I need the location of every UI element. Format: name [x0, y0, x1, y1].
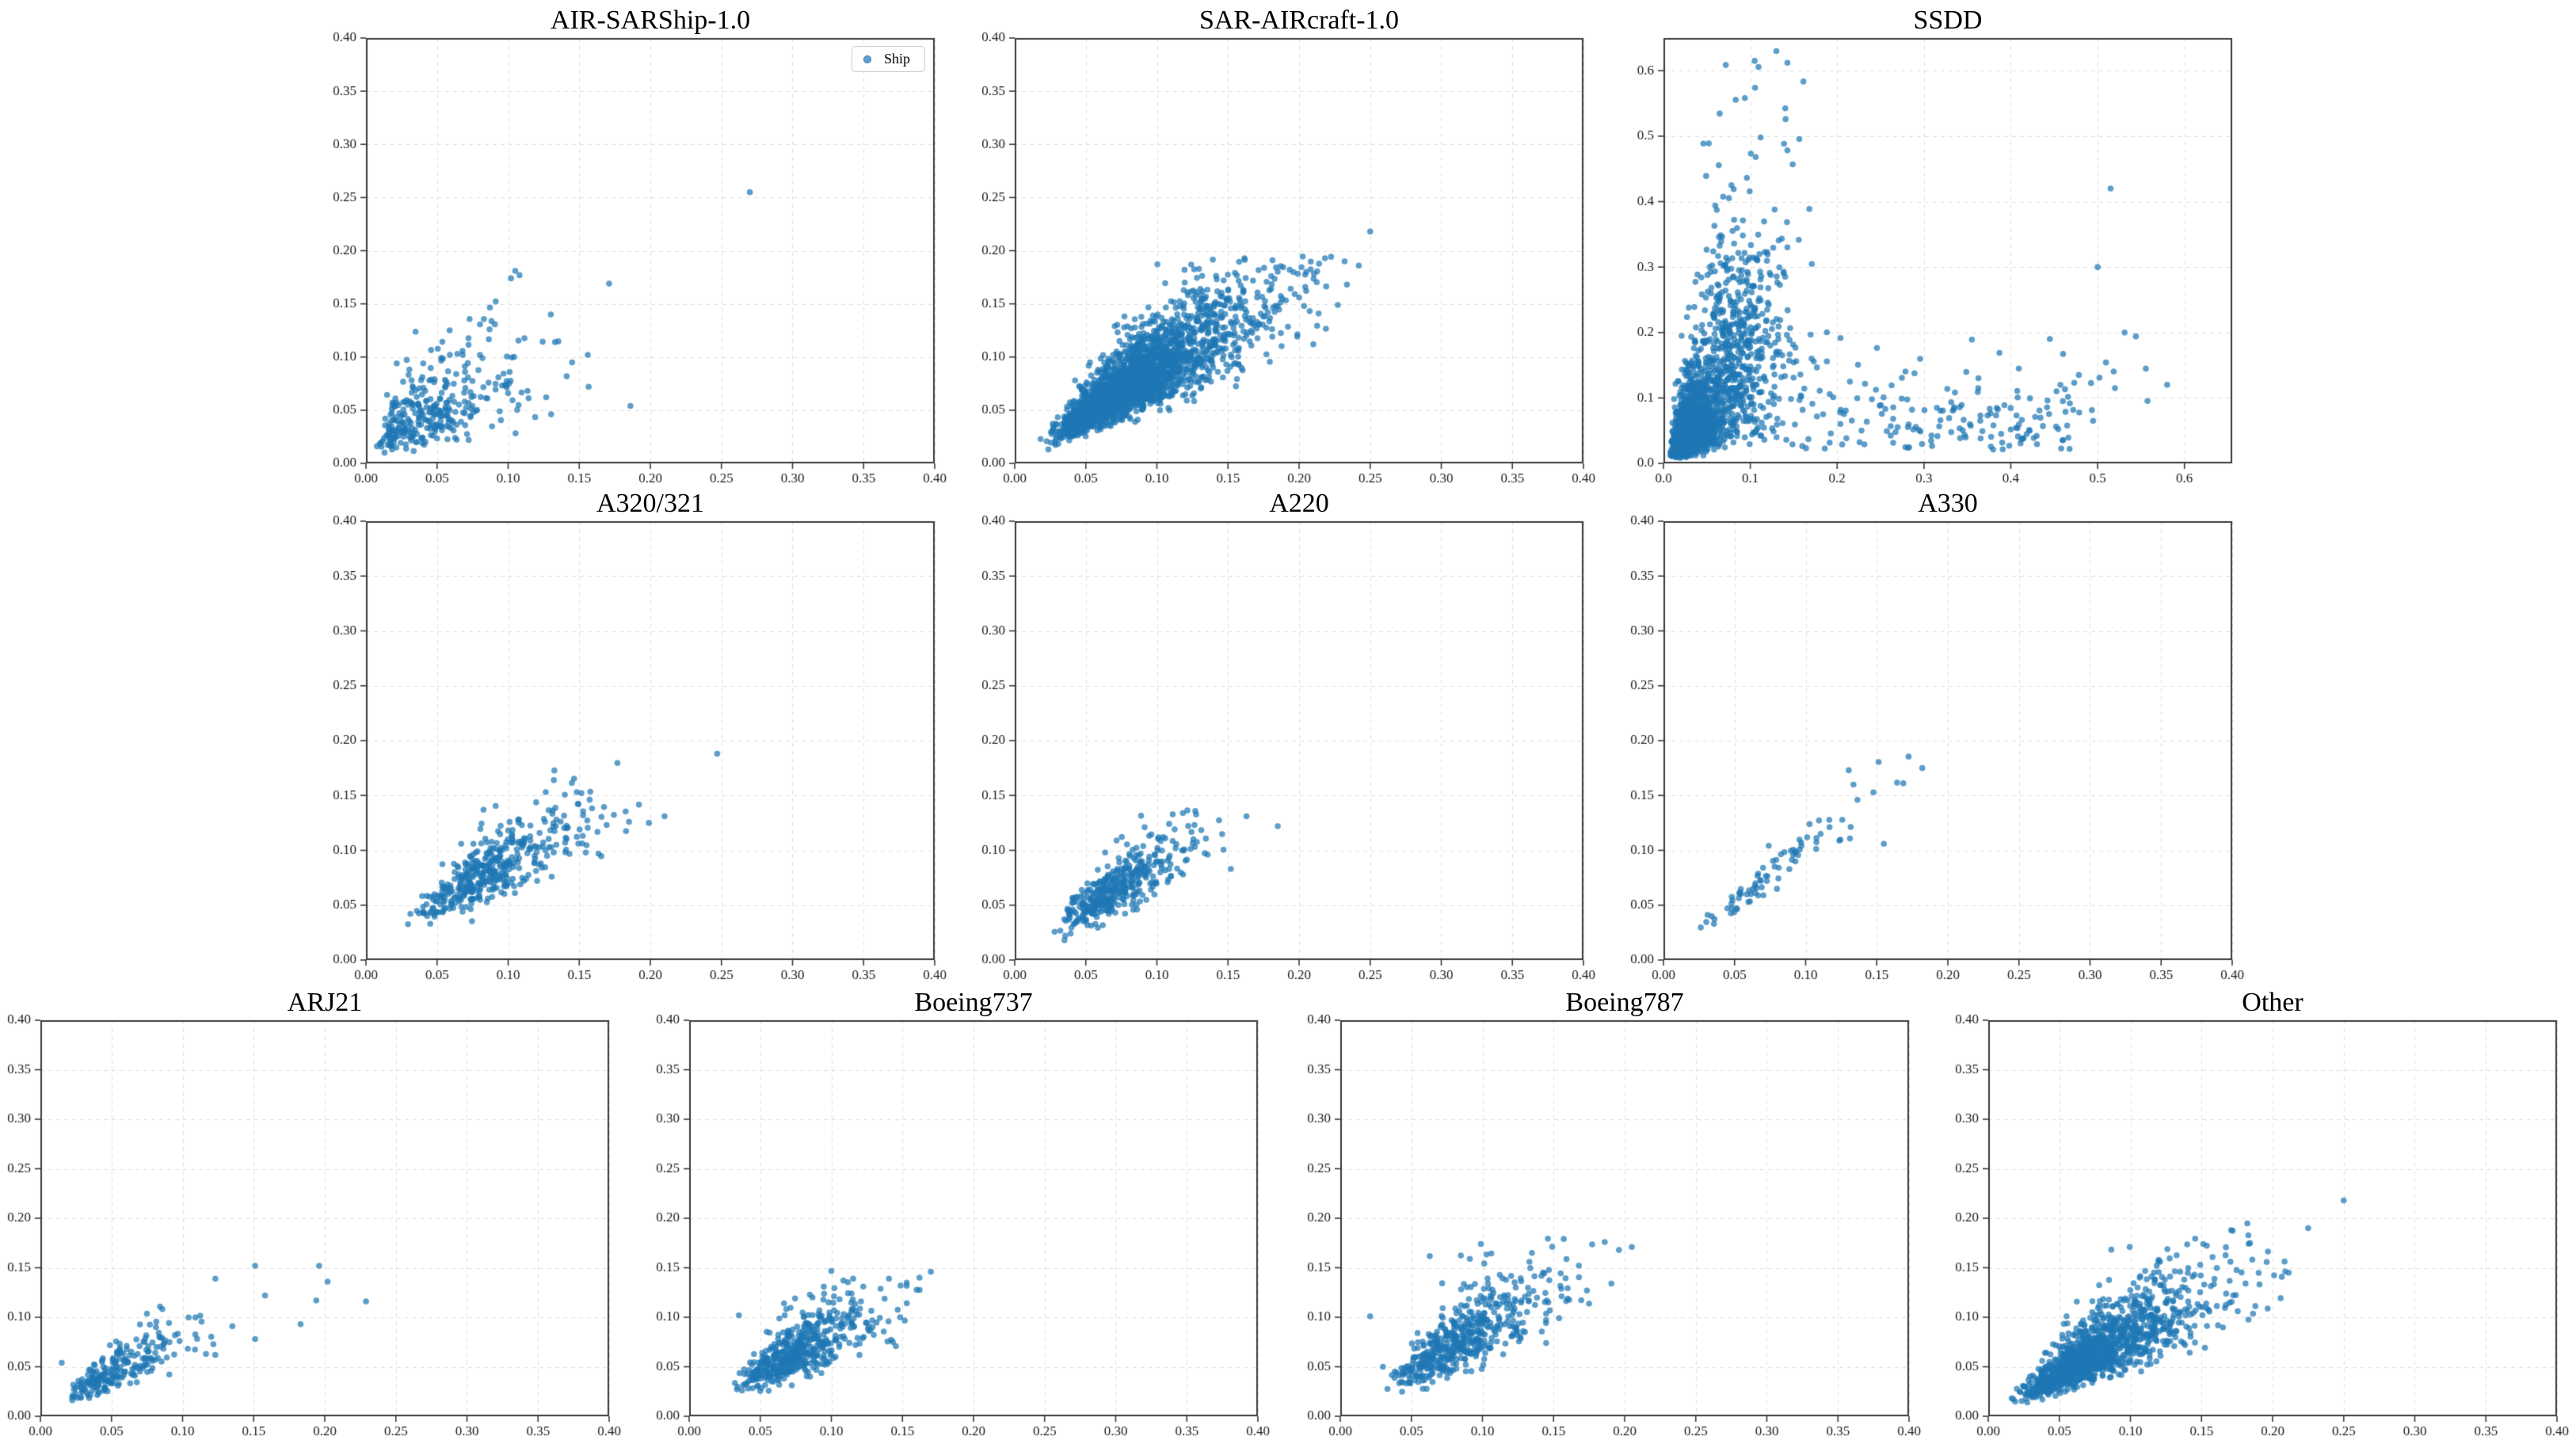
subplot-a320-321: A320/321: [299, 489, 984, 1001]
subplot-title: SAR-AIRcraft-1.0: [1198, 6, 1400, 35]
scatter-canvas: [1921, 1003, 2576, 1444]
scatter-canvas: [1596, 504, 2281, 1001]
subplot-title: Boeing787: [1565, 988, 1684, 1017]
subplot-ssdd: SSDD: [1596, 6, 2281, 505]
subplot-title: AIR-SARShip-1.0: [550, 6, 751, 35]
scatter-canvas: [947, 21, 1633, 505]
scatter-canvas: [622, 1003, 1307, 1444]
subplot-boeing737: Boeing737: [622, 988, 1307, 1444]
subplot-boeing787: Boeing787: [1273, 988, 1958, 1444]
subplot-title: A330: [1918, 489, 1978, 518]
subplot-title: Other: [2242, 988, 2304, 1017]
legend-label: Ship: [883, 51, 910, 67]
scatter-canvas: [299, 21, 984, 505]
legend: Ship: [851, 46, 925, 72]
subplot-a220: A220: [947, 489, 1633, 1001]
subplot-air-sarship-1-0: AIR-SARShip-1.0 Ship: [299, 6, 984, 505]
subplot-title: A220: [1269, 489, 1329, 518]
scatter-canvas: [1596, 21, 2281, 505]
scatter-canvas: [0, 1003, 658, 1444]
subplot-title: SSDD: [1913, 6, 1983, 35]
subplot-other: Other: [1921, 988, 2576, 1444]
scatter-canvas: [947, 504, 1633, 1001]
subplot-a330: A330: [1596, 489, 2281, 1001]
scatter-canvas: [1273, 1003, 1958, 1444]
scatter-canvas: [299, 504, 984, 1001]
legend-ship-marker-icon: [863, 55, 871, 63]
subplot-title: A320/321: [596, 489, 704, 518]
subplot-sar-aircraft-1-0: SAR-AIRcraft-1.0: [947, 6, 1633, 505]
subplot-title: Boeing737: [914, 988, 1033, 1017]
subplot-arj21: ARJ21: [0, 988, 658, 1444]
subplot-title: ARJ21: [287, 988, 363, 1017]
